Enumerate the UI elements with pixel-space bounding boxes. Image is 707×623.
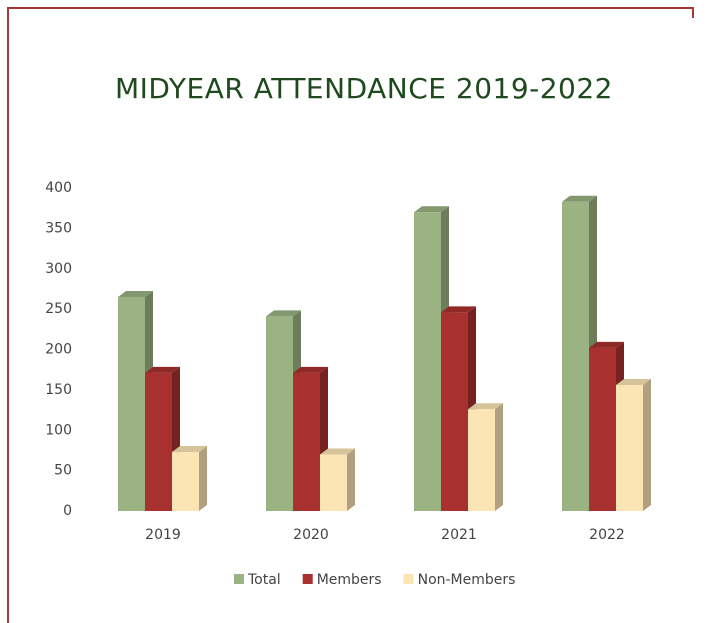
y-tick-label: 400: [45, 180, 72, 196]
bar: [414, 212, 441, 511]
bar: [320, 454, 347, 511]
legend-swatch: [234, 574, 244, 584]
y-tick-label: 100: [45, 422, 72, 438]
bar-top: [266, 310, 301, 317]
bar: [468, 409, 495, 511]
bar-side: [347, 448, 355, 511]
y-tick-label: 250: [45, 301, 72, 317]
bar-top: [145, 366, 180, 373]
bar: [145, 372, 172, 511]
bar: [172, 452, 199, 511]
legend-label: Non-Members: [418, 572, 516, 588]
bar-top: [118, 291, 153, 298]
y-tick-label: 150: [45, 382, 72, 398]
bar-top: [562, 195, 597, 202]
bar: [266, 316, 293, 511]
bar-top: [589, 341, 624, 348]
x-tick-label: 2022: [589, 527, 625, 543]
x-tick-label: 2021: [441, 527, 477, 543]
bar: [616, 385, 643, 511]
bar-top: [441, 306, 476, 313]
bar-side: [495, 403, 503, 511]
bar: [293, 372, 320, 511]
bar: [589, 347, 616, 511]
bar: [441, 312, 468, 511]
bar-top: [468, 403, 503, 410]
legend-label: Total: [247, 572, 281, 588]
chart-title: MIDYEAR ATTENDANCE 2019-2022: [115, 72, 613, 105]
bar-top: [616, 379, 651, 386]
y-tick-label: 350: [45, 220, 72, 236]
bar-top: [293, 366, 328, 373]
legend-label: Members: [317, 572, 382, 588]
frame: [7, 7, 694, 623]
x-tick-label: 2020: [293, 527, 329, 543]
y-tick-label: 300: [45, 261, 72, 277]
y-tick-label: 200: [45, 342, 72, 358]
bar-top: [414, 206, 449, 213]
bar: [118, 297, 145, 511]
legend-swatch: [302, 574, 313, 584]
bar: [562, 201, 589, 512]
bar-side: [643, 379, 651, 511]
x-tick-label: 2019: [145, 527, 181, 543]
bar-top: [320, 448, 355, 455]
y-tick-label: 50: [54, 463, 72, 479]
legend-swatch: [403, 574, 414, 584]
y-tick-label: 0: [63, 503, 72, 519]
bar-side: [199, 446, 207, 511]
bar-top: [172, 446, 207, 453]
